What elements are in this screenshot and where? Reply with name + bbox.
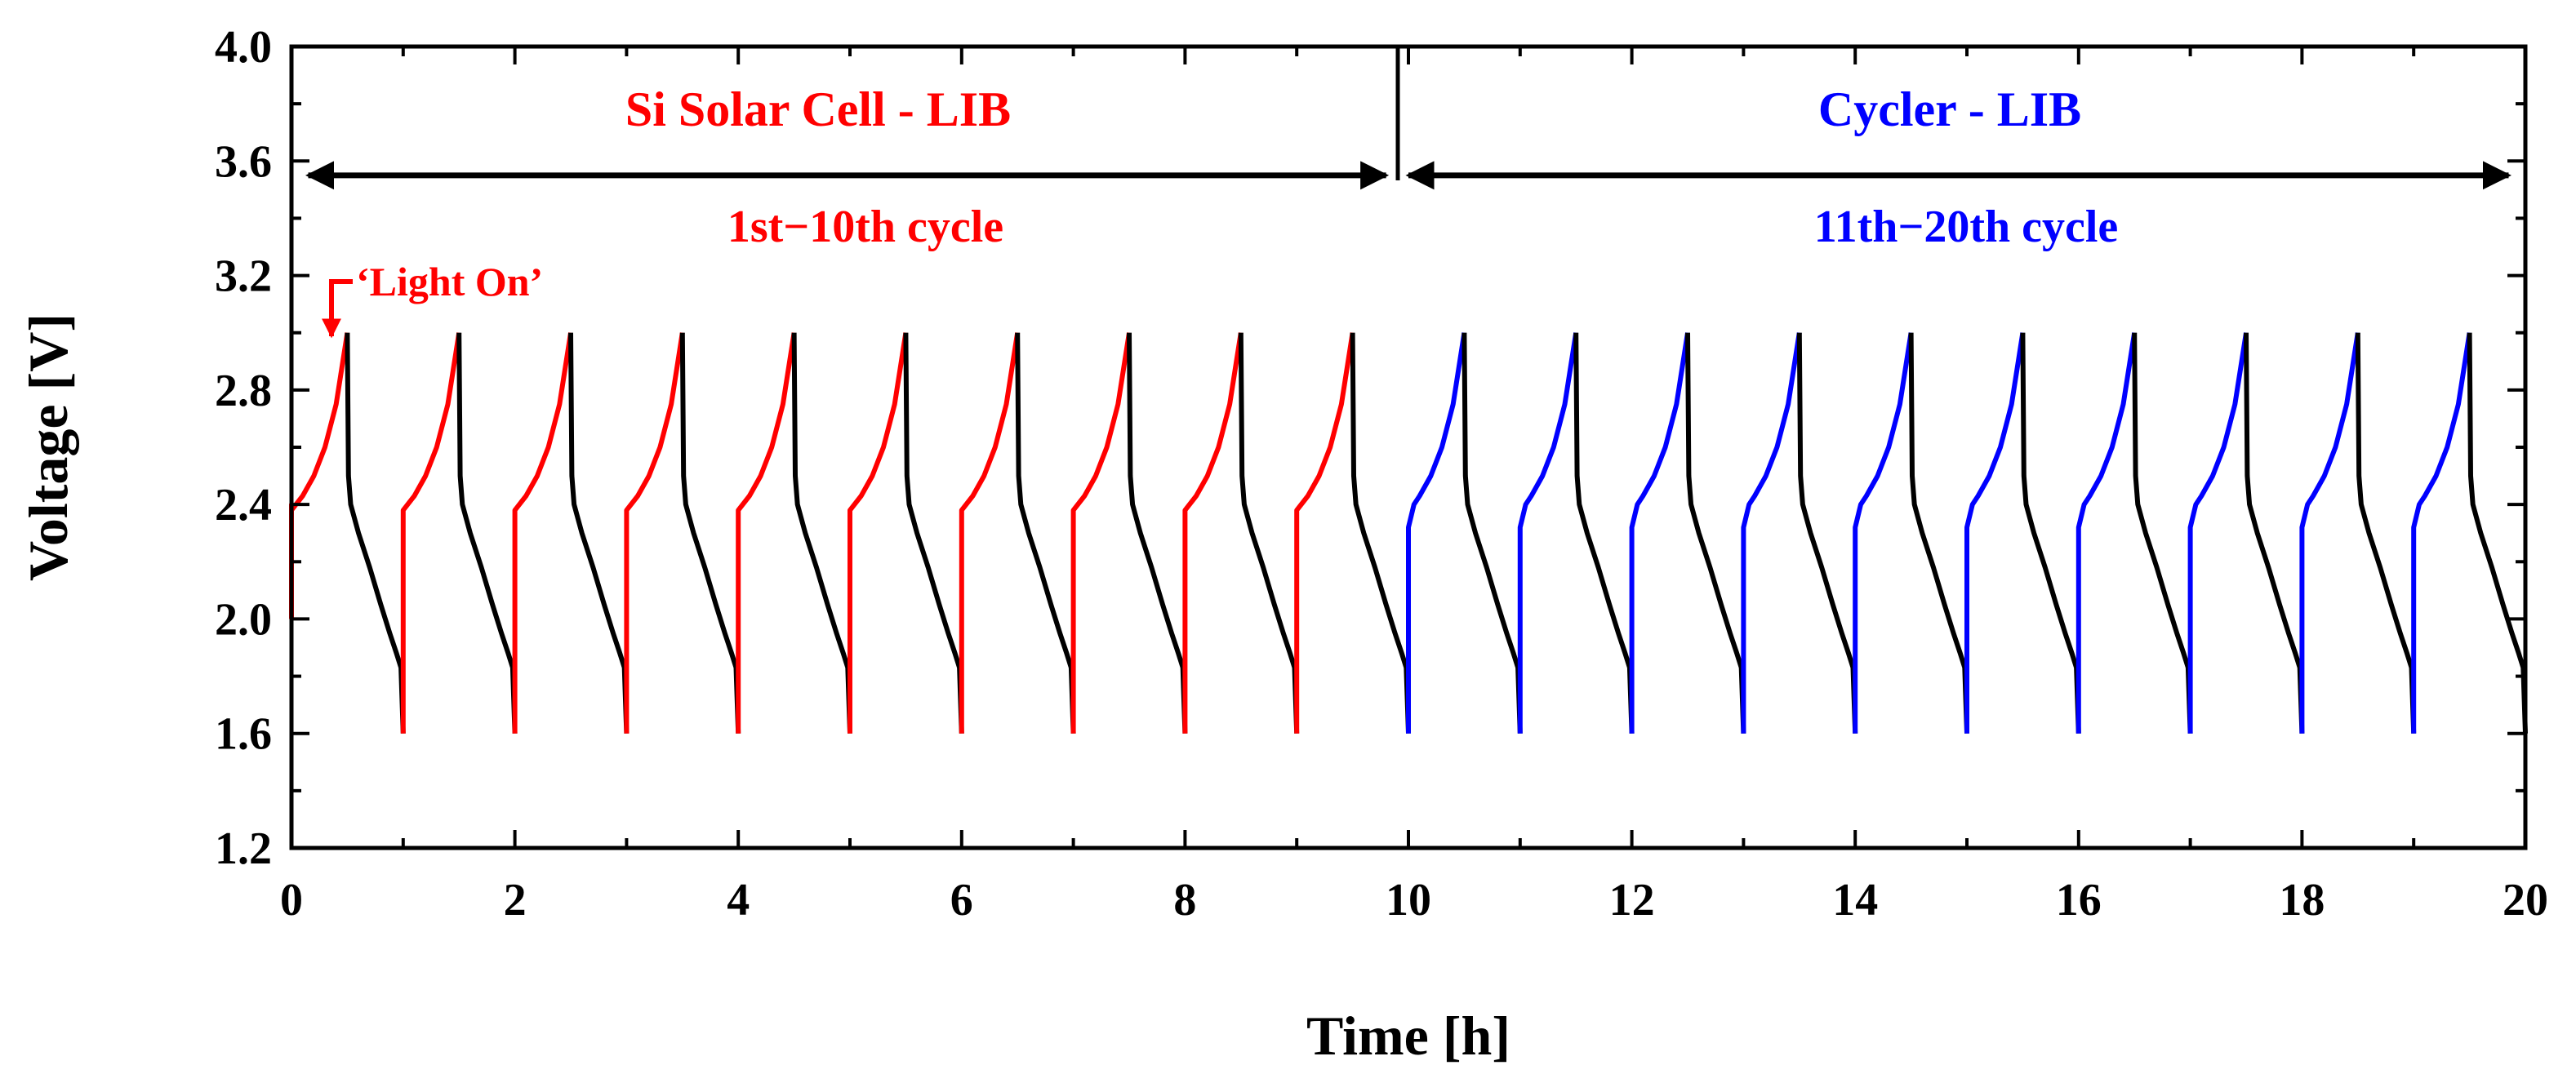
charge-curve	[289, 332, 350, 619]
discharge-curve	[1573, 332, 1635, 734]
y-axis-title: Voltage [V]	[17, 313, 79, 581]
light-on-label: ‘Light On’	[356, 259, 543, 304]
plot-series	[289, 332, 2528, 734]
charge-curve	[2411, 332, 2472, 734]
charge-curve	[512, 332, 573, 734]
x-tick-label: 2	[504, 875, 527, 925]
charge-curve	[400, 332, 462, 734]
y-tick-label: 3.2	[215, 251, 272, 302]
left-section-title: Si Solar Cell - LIB	[625, 82, 1011, 136]
discharge-curve	[1127, 332, 1188, 734]
discharge-curve	[903, 332, 964, 734]
charge-curve	[1741, 332, 1802, 734]
y-tick-label: 1.6	[215, 709, 272, 760]
discharge-curve	[1015, 332, 1076, 734]
y-tick-label: 2.0	[215, 594, 272, 645]
discharge-curve	[345, 332, 406, 734]
left-section-subtitle: 1st−10th cycle	[727, 202, 1003, 252]
x-axis-title: Time [h]	[1306, 1005, 1510, 1067]
x-tick-label: 16	[2056, 875, 2102, 925]
charge-curve	[1406, 332, 1467, 734]
x-tick-label: 4	[727, 875, 750, 925]
charge-curve	[736, 332, 797, 734]
x-tick-label: 10	[1386, 875, 1431, 925]
x-tick-label: 18	[2279, 875, 2325, 925]
discharge-curve	[1908, 332, 1969, 734]
x-tick-label: 0	[280, 875, 303, 925]
charge-curve	[1182, 332, 1244, 734]
y-tick-label: 2.4	[215, 480, 272, 530]
y-tick-label: 2.8	[215, 366, 272, 416]
charge-curve	[1853, 332, 1914, 734]
charge-curve	[2187, 332, 2249, 734]
charge-curve	[1964, 332, 2026, 734]
discharge-curve	[2244, 332, 2305, 734]
charge-curve	[959, 332, 1021, 734]
discharge-curve	[1462, 332, 1523, 734]
discharge-curve	[1238, 332, 1300, 734]
discharge-curve	[2355, 332, 2417, 734]
discharge-curve	[2020, 332, 2081, 734]
charge-curve	[2075, 332, 2138, 734]
right-section-title: Cycler - LIB	[1818, 82, 2081, 136]
charge-curve	[624, 332, 685, 734]
charge-curve	[1070, 332, 1132, 734]
charge-curve	[2299, 332, 2360, 734]
right-section-subtitle: 11th−20th cycle	[1814, 202, 2119, 252]
charge-curve	[1294, 332, 1355, 734]
charge-curve	[1629, 332, 1690, 734]
x-tick-label: 14	[1832, 875, 1878, 925]
x-tick-label: 8	[1173, 875, 1196, 925]
discharge-curve	[456, 332, 518, 734]
y-tick-label: 1.2	[215, 823, 272, 874]
light-on-arrow	[322, 279, 353, 339]
discharge-curve	[1350, 332, 1411, 734]
discharge-curve	[1796, 332, 1858, 734]
y-tick-label: 3.6	[215, 136, 272, 187]
discharge-curve	[568, 332, 630, 734]
discharge-curve	[2132, 332, 2193, 734]
discharge-curve	[2467, 332, 2528, 734]
charge-curve	[1517, 332, 1579, 734]
x-tick-label: 12	[1609, 875, 1655, 925]
axis-ticks: 0 2 4 6 8 10 12 14 16 18 20 1.2 1.6 2.0 2.4 2.8 3.2 3.6 4.…	[215, 22, 2548, 925]
x-tick-label: 20	[2503, 875, 2548, 925]
charge-curve	[848, 332, 909, 734]
discharge-curve	[1685, 332, 1746, 734]
y-tick-label: 4.0	[215, 22, 272, 73]
discharge-curve	[791, 332, 852, 734]
discharge-curve	[679, 332, 741, 734]
x-tick-label: 6	[950, 875, 973, 925]
